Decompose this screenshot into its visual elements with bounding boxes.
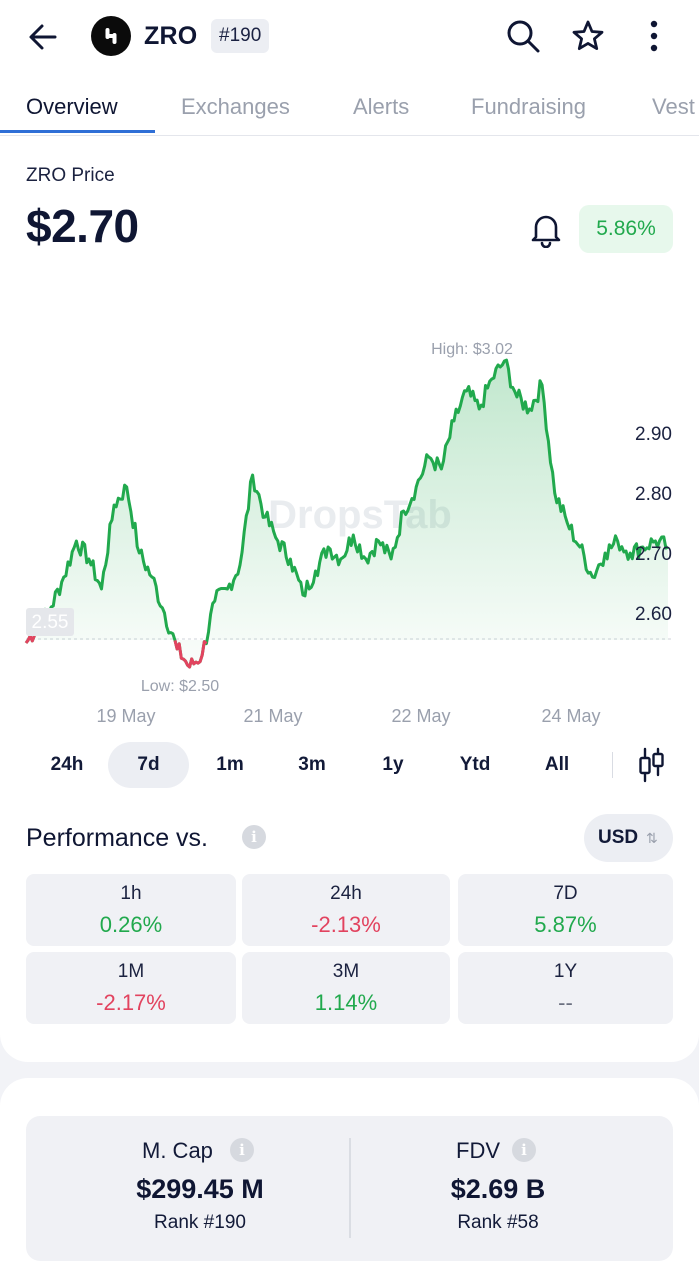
perf-value: 0.26%	[99, 912, 163, 937]
low-label: Low: $2.50	[141, 678, 219, 695]
star-icon	[572, 20, 604, 50]
perf-label: 1h	[120, 883, 142, 904]
candlestick-toggle-button[interactable]	[636, 746, 666, 784]
stats-divider	[349, 1138, 351, 1238]
perf-label: 1M	[117, 961, 145, 982]
info-icon[interactable]: i	[242, 825, 266, 849]
mcap-value: $299.45 M	[136, 1174, 264, 1204]
favorite-button[interactable]	[570, 18, 606, 54]
high-label: High: $3.02	[431, 341, 513, 358]
back-button[interactable]	[22, 20, 62, 54]
fdv-info-icon[interactable]: i	[512, 1138, 536, 1162]
period-24h[interactable]: 24h	[50, 754, 84, 775]
active-tab-indicator	[0, 130, 155, 133]
perf-label: 7D	[553, 883, 578, 904]
tab-fundraising[interactable]: Fundraising	[471, 94, 586, 119]
period-7d[interactable]: 7d	[108, 742, 189, 788]
perf-value: -2.17%	[96, 990, 166, 1015]
fdv-label: FDV	[456, 1138, 500, 1163]
performance-title: Performance vs.	[26, 824, 209, 852]
tab-vesting[interactable]: Vest	[652, 94, 695, 119]
price-line	[24, 358, 669, 669]
price-change-badge: 5.86%	[579, 205, 673, 253]
currency-label: USD	[598, 827, 639, 848]
fdv-value: $2.69 B	[450, 1174, 546, 1204]
perf-cell-7d: 7D 5.87%	[458, 874, 673, 946]
swap-arrows-icon: ⇅	[646, 830, 658, 846]
period-3m[interactable]: 3m	[298, 754, 326, 775]
mcap-label: M. Cap	[142, 1138, 213, 1163]
perf-value: 5.87%	[534, 912, 597, 937]
y-tick-label: 2.60	[635, 604, 672, 625]
y-tick-label: 2.90	[635, 424, 672, 445]
perf-value: 1.14%	[314, 990, 378, 1015]
tab-overview[interactable]: Overview	[26, 94, 118, 119]
price-area-fill	[26, 360, 668, 667]
perf-label: 24h	[330, 883, 362, 904]
mcap-rank: Rank #190	[154, 1212, 246, 1233]
y-tick-label: 2.70	[635, 544, 672, 565]
search-button[interactable]	[505, 18, 541, 54]
perf-cell-24h: 24h -2.13%	[242, 874, 450, 946]
more-menu-button[interactable]	[636, 18, 672, 54]
price-label: ZRO Price	[26, 165, 115, 186]
perf-label: 3M	[332, 961, 360, 982]
x-tick-label: 19 May	[96, 706, 155, 726]
x-tick-label: 22 May	[391, 706, 450, 726]
period-ytd[interactable]: Ytd	[459, 754, 491, 775]
period-selector: 24h 7d 1m 3m 1y Ytd All	[0, 742, 699, 788]
coin-symbol: ZRO	[144, 22, 198, 50]
period-all[interactable]: All	[544, 754, 570, 775]
fdv-rank: Rank #58	[457, 1212, 539, 1233]
start-price-label: 2.55	[32, 612, 69, 633]
rank-badge: #190	[211, 19, 270, 53]
price-chart[interactable]: DropsTab 2.902.802.702.60 19 May 21 May 22…	[0, 330, 699, 730]
perf-cell-1y: 1Y --	[458, 952, 673, 1024]
back-arrow-icon	[29, 24, 57, 50]
tab-alerts[interactable]: Alerts	[353, 94, 410, 119]
y-tick-label: 2.80	[635, 484, 672, 505]
x-tick-label: 21 May	[243, 706, 302, 726]
bell-icon	[531, 215, 561, 249]
price-alert-button[interactable]	[528, 210, 564, 249]
perf-value: --	[558, 990, 573, 1015]
period-1m[interactable]: 1m	[216, 754, 244, 775]
currency-selector[interactable]: USD ⇅	[584, 814, 673, 862]
perf-label: 1Y	[553, 961, 578, 982]
more-vertical-icon	[650, 20, 658, 52]
start-price-tag	[26, 608, 74, 636]
search-icon	[507, 20, 540, 53]
candlestick-icon	[639, 747, 664, 783]
period-divider	[612, 752, 613, 778]
mcap-info-icon[interactable]: i	[230, 1138, 254, 1162]
tab-exchanges[interactable]: Exchanges	[181, 94, 290, 119]
market-stats-box: M. Cap i $299.45 M Rank #190 FDV i $2.69…	[26, 1116, 673, 1261]
perf-cell-3m: 3M 1.14%	[242, 952, 450, 1024]
perf-value: -2.13%	[311, 912, 381, 937]
tab-bar: Overview Exchanges Alerts Fundraising Ve…	[0, 90, 699, 136]
x-tick-label: 24 May	[541, 706, 600, 726]
perf-cell-1h: 1h 0.26%	[26, 874, 236, 946]
period-1y[interactable]: 1y	[382, 754, 404, 775]
coin-logo	[91, 16, 131, 56]
perf-cell-1m: 1M -2.17%	[26, 952, 236, 1024]
price-value: $2.70	[26, 200, 139, 252]
